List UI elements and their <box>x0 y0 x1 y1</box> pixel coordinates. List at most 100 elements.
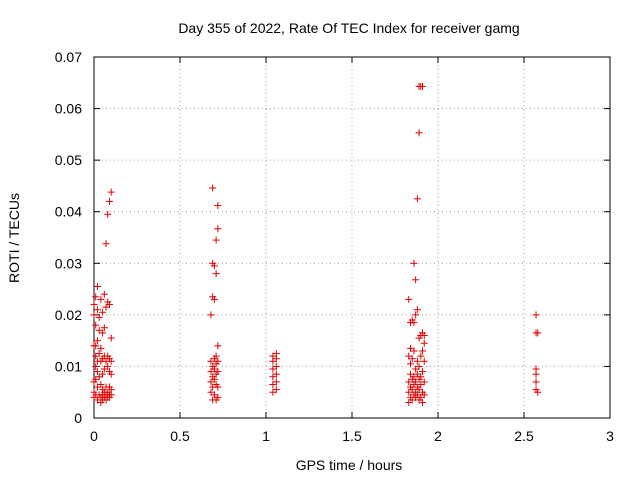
data-point <box>212 352 220 360</box>
data-point <box>90 301 98 309</box>
data-point <box>420 378 428 386</box>
data-point <box>107 188 115 196</box>
data-point <box>420 357 428 365</box>
data-point <box>107 386 115 394</box>
data-point <box>413 357 421 365</box>
data-point <box>272 378 280 386</box>
data-point <box>408 355 416 363</box>
x-axis-title: GPS time / hours <box>296 457 403 473</box>
chart-title: Day 355 of 2022, Rate Of TEC Index for r… <box>178 20 519 36</box>
data-point <box>534 329 542 337</box>
data-point <box>92 362 100 370</box>
y-axis-title: ROTI / TECUs <box>6 193 22 283</box>
data-point <box>100 290 108 298</box>
x-tick-label: 3 <box>606 428 614 444</box>
data-point <box>104 210 112 218</box>
data-point <box>405 295 413 303</box>
data-point <box>93 306 101 314</box>
data-point <box>412 276 420 284</box>
x-tick-label: 1.5 <box>342 428 362 444</box>
data-point <box>272 350 280 358</box>
data-point <box>90 311 98 319</box>
data-point <box>413 306 421 314</box>
data-point <box>415 362 423 370</box>
data-point <box>214 225 222 233</box>
y-tick-label: 0.06 <box>55 101 82 117</box>
data-point <box>210 375 218 383</box>
x-tick-label: 2.5 <box>514 428 534 444</box>
data-point <box>417 352 425 360</box>
data-point <box>99 370 107 378</box>
x-tick-label: 0 <box>90 428 98 444</box>
data-point <box>107 370 115 378</box>
data-point <box>210 262 218 270</box>
data-point <box>99 308 107 316</box>
data-point <box>534 388 542 396</box>
data-point <box>419 368 427 376</box>
data-point <box>272 362 280 370</box>
data-point <box>420 391 428 399</box>
y-tick-label: 0.05 <box>55 152 82 168</box>
data-point <box>214 368 222 376</box>
data-point <box>102 240 110 248</box>
x-tick-labels: 0 0.5 1 1.5 2 2.5 3 <box>90 428 614 444</box>
data-point <box>272 386 280 394</box>
y-tick-label: 0.02 <box>55 307 82 323</box>
data-point <box>212 270 220 278</box>
data-point <box>532 378 540 386</box>
data-point <box>93 337 101 345</box>
data-point <box>420 339 428 347</box>
data-point <box>419 399 427 407</box>
data-point <box>93 368 101 376</box>
data-point <box>406 360 414 368</box>
data-point <box>412 311 420 319</box>
data-point <box>272 370 280 378</box>
y-tick-label: 0.03 <box>55 255 82 271</box>
data-point <box>214 202 222 210</box>
y-tick-label: 0.01 <box>55 358 82 374</box>
data-point <box>410 319 418 327</box>
data-point <box>410 259 418 267</box>
y-tick-labels: 0 0.01 0.02 0.03 0.04 0.05 0.06 0.07 <box>55 49 82 426</box>
data-point <box>95 350 103 358</box>
data-point <box>214 383 222 391</box>
data-point <box>212 236 220 244</box>
data-point <box>107 357 115 365</box>
data-point <box>419 347 427 355</box>
data-point <box>415 129 423 137</box>
data-point <box>410 347 418 355</box>
data-point <box>210 295 218 303</box>
data-point <box>105 301 113 309</box>
y-tick-label: 0.04 <box>55 204 82 220</box>
data-point <box>214 357 222 365</box>
x-tick-label: 1 <box>262 428 270 444</box>
data-point <box>92 342 100 350</box>
data-point <box>105 197 113 205</box>
data-point <box>97 295 105 303</box>
data-points <box>90 82 542 407</box>
data-point <box>209 184 217 192</box>
data-point <box>532 365 540 373</box>
data-point <box>93 282 101 290</box>
data-point <box>107 334 115 342</box>
data-point <box>207 311 215 319</box>
x-tick-label: 2 <box>434 428 442 444</box>
data-point <box>95 313 103 321</box>
data-point <box>214 342 222 350</box>
data-point <box>417 373 425 381</box>
y-tick-label: 0.07 <box>55 49 82 65</box>
data-point <box>97 344 105 352</box>
data-point <box>104 362 112 370</box>
data-point <box>419 82 427 90</box>
data-point <box>92 293 100 301</box>
data-point <box>92 321 100 329</box>
data-point <box>97 380 105 388</box>
data-point <box>532 311 540 319</box>
data-point <box>214 393 222 401</box>
grid-lines <box>94 57 610 418</box>
data-point <box>99 329 107 337</box>
data-point <box>100 324 108 332</box>
data-point <box>413 195 421 203</box>
data-point <box>420 331 428 339</box>
